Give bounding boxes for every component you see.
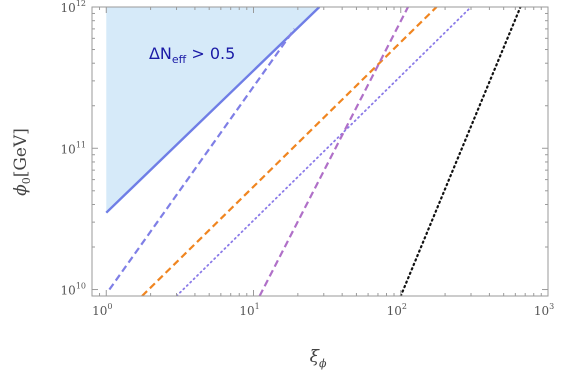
shaded-region-label: ΔNeff > 0.5 — [149, 44, 235, 66]
series-line-4 — [175, 7, 472, 296]
x-tick-base: 10 — [239, 304, 254, 318]
x-tick-base: 10 — [387, 304, 402, 318]
x-tick-exp: 3 — [549, 302, 554, 311]
series-line-6 — [399, 7, 522, 296]
x-tick-base: 10 — [534, 304, 549, 318]
series-line-3 — [141, 7, 438, 296]
x-tick-label-1: 101 — [239, 302, 259, 318]
label-sub: eff — [172, 53, 187, 66]
y-axis-subscript: 0 — [20, 177, 33, 184]
x-tick-exp: 0 — [107, 302, 112, 311]
x-tick-exp: 1 — [255, 302, 260, 311]
series-line-1 — [105, 7, 321, 214]
y-tick-label-1: 1011 — [61, 140, 86, 156]
plot-frame — [91, 6, 549, 297]
y-tick-base: 10 — [61, 1, 76, 15]
y-tick-label-2: 1012 — [61, 0, 86, 15]
x-tick-label-0: 100 — [92, 302, 112, 318]
series-line-2 — [108, 28, 296, 291]
label-rest: > 0.5 — [186, 44, 235, 63]
y-tick-exp: 11 — [76, 140, 86, 149]
y-tick-base: 10 — [61, 284, 76, 298]
y-tick-exp: 12 — [76, 0, 86, 8]
y-axis-symbol: ϕ — [11, 184, 31, 196]
x-tick-base: 10 — [92, 304, 107, 318]
x-tick-exp: 2 — [402, 302, 407, 311]
y-axis-title: ϕ0[GeV] — [11, 128, 33, 196]
series-layer — [105, 7, 522, 296]
x-tick-label-3: 103 — [534, 302, 554, 318]
x-axis-subscript: ϕ — [319, 357, 327, 370]
series-line-5 — [258, 7, 409, 296]
y-tick-label-0: 1010 — [61, 282, 86, 298]
label-main: ΔN — [149, 44, 172, 63]
x-tick-label-2: 102 — [387, 302, 407, 318]
y-tick-base: 10 — [61, 142, 76, 156]
x-axis-symbol: ξ — [310, 347, 321, 367]
y-axis-unit: [GeV] — [11, 128, 31, 177]
x-axis-title: ξϕ — [310, 347, 327, 370]
y-tick-exp: 10 — [76, 282, 86, 291]
